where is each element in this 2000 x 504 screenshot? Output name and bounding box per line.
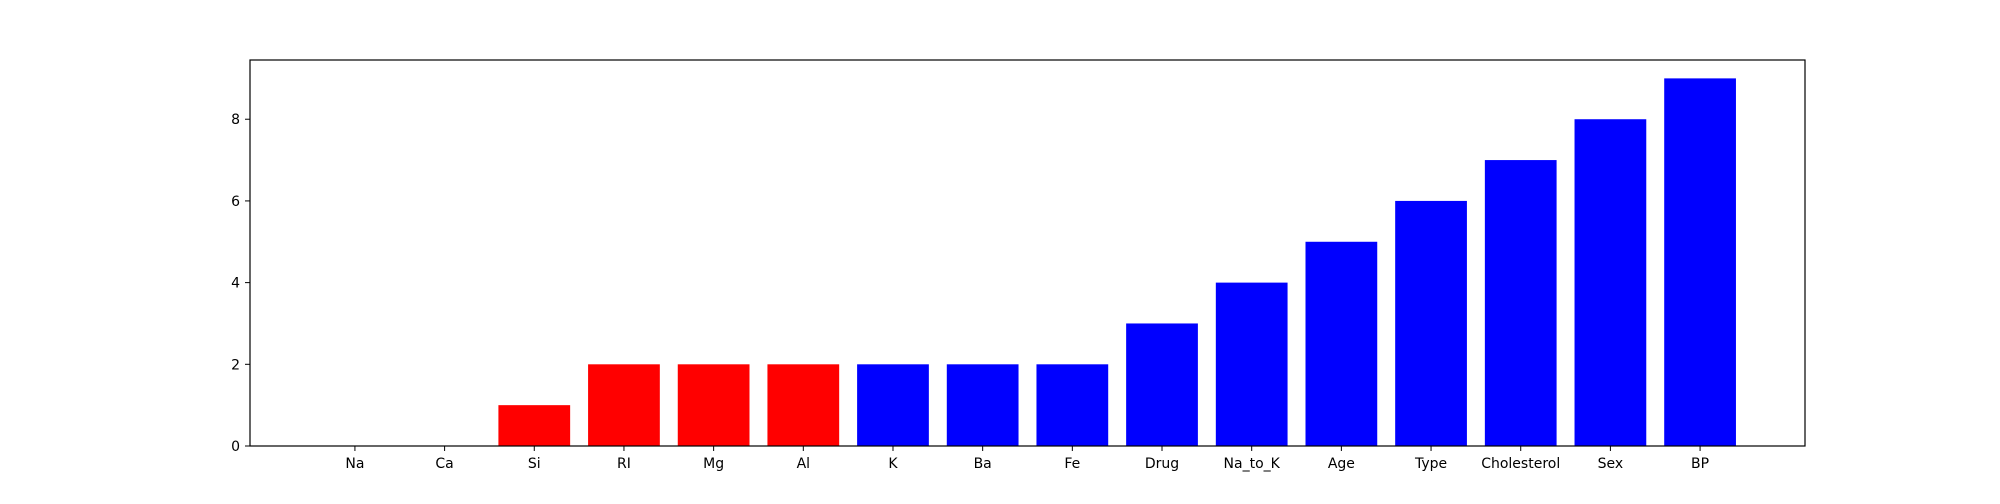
x-tick-label: Age bbox=[1328, 456, 1355, 472]
y-axis: 0 2 4 6 8 bbox=[231, 112, 250, 455]
bar-age bbox=[1305, 241, 1378, 446]
x-tick-label: Cholesterol bbox=[1481, 456, 1560, 472]
bar-drug bbox=[1126, 323, 1198, 446]
x-tick-label: Fe bbox=[1064, 456, 1080, 472]
x-tick-label: Na_to_K bbox=[1224, 456, 1281, 472]
bar-na-to-k bbox=[1215, 282, 1288, 446]
bar-cholesterol bbox=[1484, 160, 1557, 446]
plot-area-frame bbox=[249, 59, 1806, 447]
x-tick-label: Al bbox=[797, 456, 810, 472]
x-tick-label: Ba bbox=[974, 456, 992, 472]
x-tick-label: Type bbox=[1414, 456, 1447, 472]
x-tick-label: Drug bbox=[1145, 456, 1179, 472]
bar-k bbox=[857, 364, 929, 446]
y-tick-label: 0 bbox=[231, 439, 240, 455]
bar-si bbox=[498, 405, 571, 446]
bar-ba bbox=[946, 364, 1019, 446]
x-tick-label: Ca bbox=[435, 456, 453, 472]
bar-ri bbox=[588, 364, 660, 446]
bar-type bbox=[1395, 200, 1467, 446]
bars-layer bbox=[498, 78, 1736, 447]
bar-bp bbox=[1664, 78, 1736, 446]
y-tick-label: 4 bbox=[231, 276, 240, 292]
x-tick-label: BP bbox=[1691, 456, 1709, 472]
y-tick-label: 6 bbox=[231, 194, 240, 210]
x-tick-label: Sex bbox=[1598, 456, 1624, 472]
y-tick-label: 8 bbox=[231, 112, 240, 128]
x-tick-label: K bbox=[888, 456, 898, 472]
bar-mg bbox=[677, 364, 750, 446]
y-tick-label: 2 bbox=[231, 357, 240, 373]
bar-sex bbox=[1574, 119, 1647, 447]
x-tick-label: Mg bbox=[703, 456, 724, 472]
bar-al bbox=[767, 364, 840, 446]
x-tick-label: Si bbox=[528, 456, 541, 472]
bar-fe bbox=[1036, 364, 1109, 446]
x-tick-label: RI bbox=[617, 456, 631, 472]
x-tick-label: Na bbox=[345, 456, 364, 472]
x-axis: Na Ca Si RI Mg Al K Ba Fe Drug Na_to_K Age Type Chole… bbox=[345, 446, 1709, 472]
